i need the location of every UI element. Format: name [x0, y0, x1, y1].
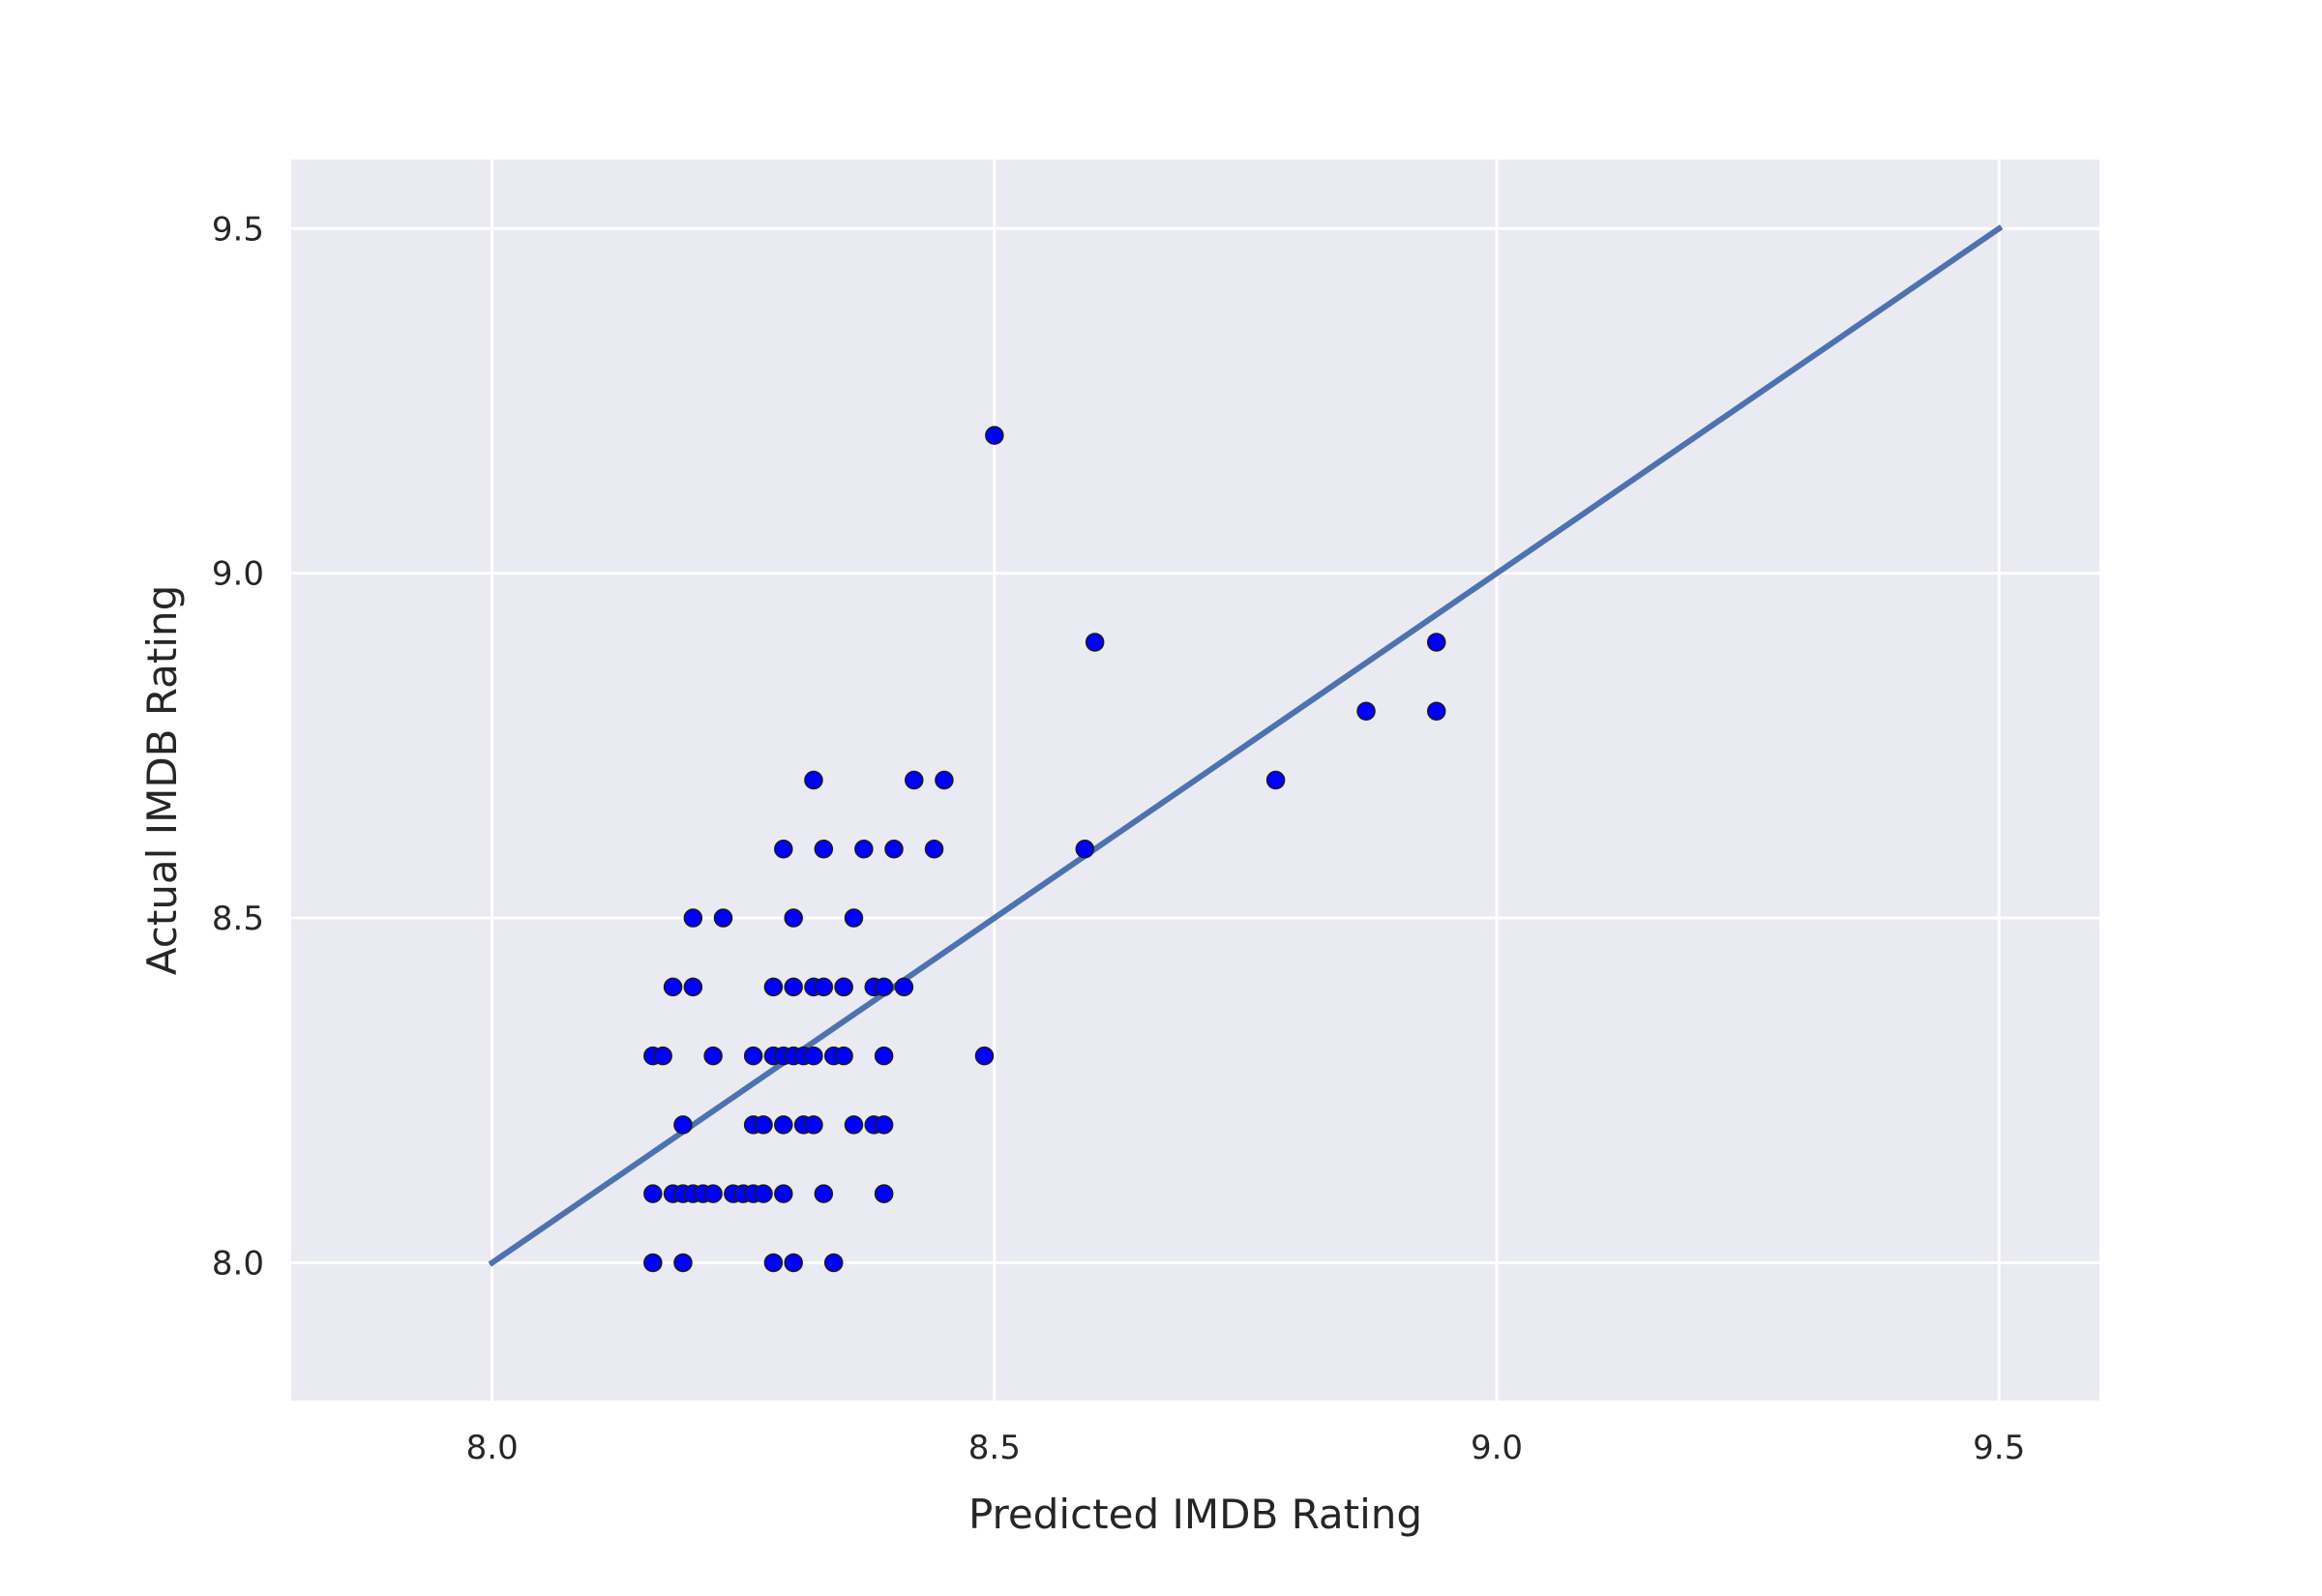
data-point: [703, 1184, 723, 1203]
data-point: [784, 1253, 803, 1273]
data-point: [663, 977, 683, 997]
data-point: [894, 977, 914, 997]
data-point: [814, 840, 834, 859]
data-point: [814, 1184, 834, 1203]
data-point: [1265, 770, 1286, 790]
data-point: [643, 1253, 663, 1273]
data-point: [874, 1184, 894, 1203]
data-point: [1426, 701, 1446, 721]
data-point: [703, 1046, 723, 1066]
grid-lines: [291, 160, 2099, 1401]
data-point: [1075, 840, 1095, 859]
data-point: [1085, 633, 1105, 652]
data-point: [774, 840, 793, 859]
data-point: [874, 1046, 894, 1066]
data-point: [804, 770, 823, 790]
data-point: [774, 1184, 793, 1203]
data-point: [673, 1115, 693, 1135]
data-point: [763, 1253, 784, 1273]
reference-line-group: [488, 224, 2004, 1267]
data-points: [643, 426, 1446, 1273]
data-point: [763, 977, 784, 997]
data-point: [935, 770, 954, 790]
data-point: [683, 908, 703, 928]
data-point: [844, 908, 864, 928]
x-tick-label: 8.0: [466, 1429, 519, 1467]
data-point: [743, 1046, 763, 1066]
y-axis-ticks: 8.0 8.5 9.0 9.5: [212, 210, 264, 1283]
x-tick-label: 9.0: [1471, 1429, 1523, 1467]
data-point: [834, 977, 853, 997]
data-point: [754, 1115, 773, 1135]
reference-line: [488, 224, 2004, 1267]
data-point: [814, 977, 834, 997]
y-tick-label: 9.0: [212, 555, 264, 594]
data-point: [985, 426, 1004, 445]
data-point: [823, 1253, 844, 1273]
data-point: [1356, 701, 1376, 721]
data-point: [905, 770, 924, 790]
data-point: [784, 977, 803, 997]
data-point: [874, 1115, 894, 1135]
data-point: [804, 1115, 823, 1135]
y-tick-label: 9.5: [212, 210, 264, 249]
x-axis-label: Predicted IMDB Rating: [968, 1491, 1422, 1538]
y-tick-label: 8.0: [212, 1244, 264, 1283]
data-point: [643, 1184, 663, 1203]
data-point: [804, 1046, 823, 1066]
data-point: [884, 840, 904, 859]
data-point: [834, 1046, 853, 1066]
data-point: [713, 908, 733, 928]
data-point: [754, 1184, 773, 1203]
x-tick-label: 9.5: [1973, 1429, 2025, 1467]
data-point: [774, 1115, 793, 1135]
y-tick-label: 8.5: [212, 900, 264, 938]
data-point: [974, 1046, 995, 1066]
data-point: [784, 908, 803, 928]
data-point: [844, 1115, 864, 1135]
data-point: [874, 977, 894, 997]
data-point: [683, 977, 703, 997]
x-axis-ticks: 8.0 8.5 9.0 9.5: [466, 1429, 2026, 1467]
data-point: [653, 1046, 672, 1066]
data-point: [1426, 633, 1446, 652]
x-tick-label: 8.5: [968, 1429, 1021, 1467]
y-axis-label: Actual IMDB Rating: [138, 585, 186, 975]
data-point: [673, 1253, 693, 1273]
data-point: [854, 840, 874, 859]
data-point: [924, 840, 944, 859]
